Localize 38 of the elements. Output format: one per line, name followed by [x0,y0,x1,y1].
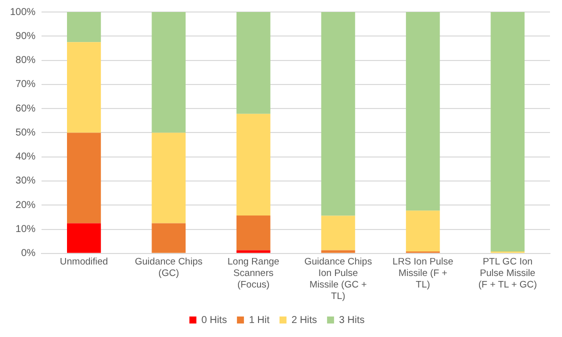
y-tick-label: 70% [16,79,36,90]
bar [406,12,440,211]
legend-label: 0 Hits [201,314,227,326]
bar [236,216,270,250]
y-tick-label: 90% [16,30,36,42]
x-tick-label: Guidance Chips Ion Pulse Missile (GC + TL) [304,256,372,302]
legend-label: 3 Hits [339,314,365,326]
x-tick-label: Unmodified [60,256,108,268]
x-tick-label: Guidance Chips (GC) [134,256,203,280]
y-tick-label: 60% [16,103,36,114]
bar [321,12,356,216]
x-tick-label: PTL GC Ion Pulse Missile (F + TL + GC) [478,256,537,291]
y-tick-label: 100% [10,6,36,18]
bar [152,223,186,253]
bar [67,223,101,253]
y-tick-label: 50% [16,127,36,138]
bar [490,12,525,252]
y-tick-label: 80% [16,55,36,66]
bar [236,12,270,114]
y-tick-label: 10% [16,224,36,236]
bar [236,250,270,253]
y-tick-label: 0% [21,248,36,260]
bar [236,114,270,216]
bar [152,132,186,224]
bar [152,12,186,133]
legend-label: 1 Hit [248,314,270,326]
x-tick-label: LRS Ion Pulse Missile (F + TL) [392,256,454,291]
x-tick-label: Long Range Scanners (Focus) [228,256,280,291]
legend-label: 2 Hits [292,314,318,326]
bar [321,216,356,250]
bar [406,210,440,252]
y-tick-label: 30% [16,176,36,187]
y-tick-label: 20% [16,200,36,211]
bar [67,132,101,224]
bar [67,12,101,42]
bar [321,250,356,253]
bar [67,42,101,133]
y-tick-label: 40% [16,152,36,163]
